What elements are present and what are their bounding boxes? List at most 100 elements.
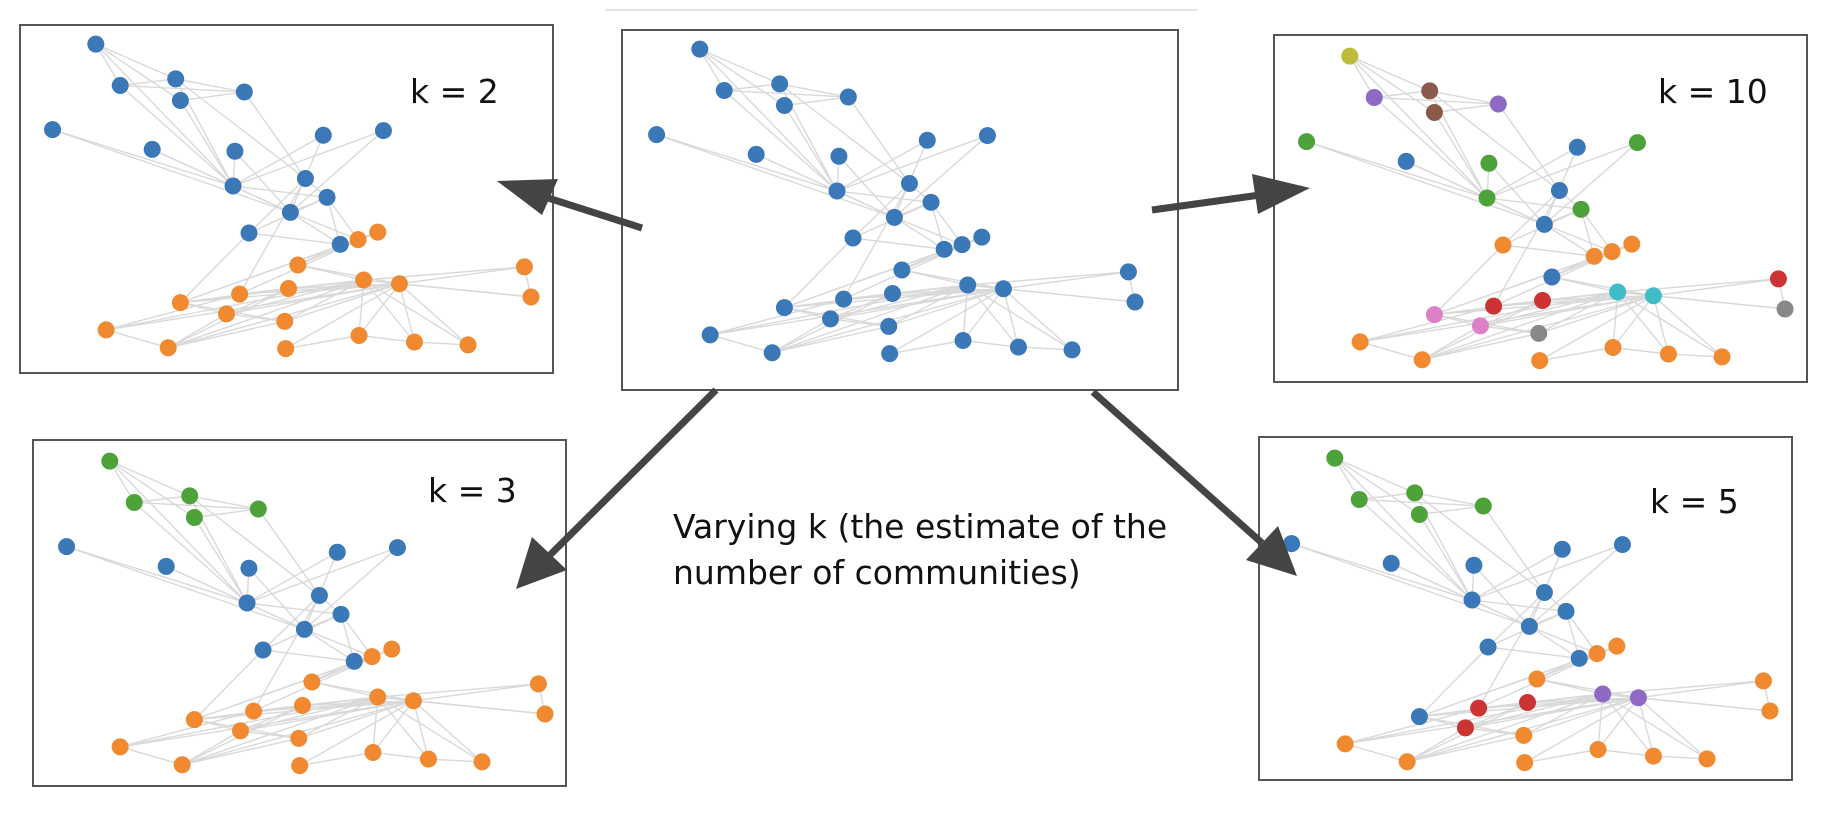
graph-edge [1652,295,1723,358]
graph-edge [180,91,245,102]
graph-node [1528,670,1546,688]
graph-node [1608,637,1626,655]
graph-edge [1617,291,1723,358]
graph-edge [134,495,190,504]
panel-k-label: k = 10 [1658,72,1768,111]
node-layer [58,452,554,775]
graph-node [775,299,793,317]
graph-edge [1002,288,1020,348]
graph-node [1623,235,1641,253]
arrow-shaft [547,387,719,558]
graph-edge [1652,295,1670,355]
graph-node [1609,283,1627,301]
graph-node [1589,741,1607,758]
graph-node [97,321,115,339]
arrow-head [1246,526,1297,576]
graph-node [331,235,349,253]
graph-edge [377,683,539,698]
graph-edge [1334,457,1473,601]
graph-node [1585,247,1603,265]
graph-node [238,594,256,612]
node-layer [1283,449,1779,772]
graph-edge [109,460,248,604]
graph-node [383,640,401,658]
graph-edge [363,266,525,281]
graph-edge [783,237,854,309]
graph-edge [1359,498,1484,507]
graph-edge [257,508,320,596]
graph-edge [120,84,245,93]
graph-node [355,271,373,289]
graph-node [529,675,547,693]
graph-node [281,203,299,221]
graph-edge [1478,592,1546,709]
graph-edge [1018,346,1073,351]
graph-node [111,738,129,756]
graph-edge [1334,457,1415,494]
graph-edge [1344,743,1408,763]
graph-node [900,175,918,193]
graph-edge [1433,112,1488,199]
graph-node [763,344,781,362]
graph-edge [167,279,364,349]
graph-node [294,697,311,714]
graph-edge [1003,288,1136,303]
graph-edge [893,135,988,218]
graph-edge [1597,748,1654,757]
graph-edge [246,602,342,616]
graph-edge [246,551,338,604]
graph-edge [372,700,414,753]
graph-edge [248,178,306,234]
graph-node [363,648,381,666]
graph-node [1713,348,1731,366]
graph-edge [1487,646,1580,660]
graph-edge [1358,498,1473,601]
graph-edge [1359,305,1494,343]
graph-edge [1421,291,1618,361]
graph-edge [771,284,968,354]
graph-edge [1306,140,1488,199]
graph-edge [1344,707,1479,745]
graph-node [289,256,307,274]
graph-edge [363,279,469,346]
graph-node [1298,133,1316,151]
graph-edge [179,232,250,304]
graph-node [715,81,733,99]
graph-node [369,223,387,241]
graph-node [245,702,263,720]
graph-node [473,753,491,771]
graph-edge [413,700,546,715]
graph-edge [1421,325,1481,361]
graph-edge [133,501,248,604]
graph-node [1456,719,1474,737]
panel-frame [1258,436,1793,781]
graph-edge [262,649,355,663]
graph-node [1283,535,1301,553]
caption-line-2: number of communities) [673,553,1081,592]
graph-node [1603,243,1621,261]
graph-node [1479,638,1497,656]
graph-edge [66,545,248,604]
graph-edge [1565,610,1598,655]
graph-node [1588,645,1606,663]
graph-edge [779,83,910,185]
graph-edge [1528,544,1623,627]
graph-edge [1482,505,1545,593]
graph-node [973,228,991,246]
graph-edge [1429,90,1560,192]
graph-edge [1471,599,1567,613]
graph-node [922,193,940,211]
graph-edge [967,284,1073,351]
graph-edge [194,508,259,519]
arrow-head [497,179,558,215]
graph-node [231,285,249,303]
graph-edge [311,681,414,702]
graph-edge [262,595,320,651]
graph-edge [304,628,355,662]
graph-edge [399,283,532,298]
graph-edge [1638,680,1764,699]
graph-edge [1486,197,1545,225]
graph-edge [1612,295,1654,348]
graph-node [1535,215,1553,233]
graph-edge [232,185,291,213]
